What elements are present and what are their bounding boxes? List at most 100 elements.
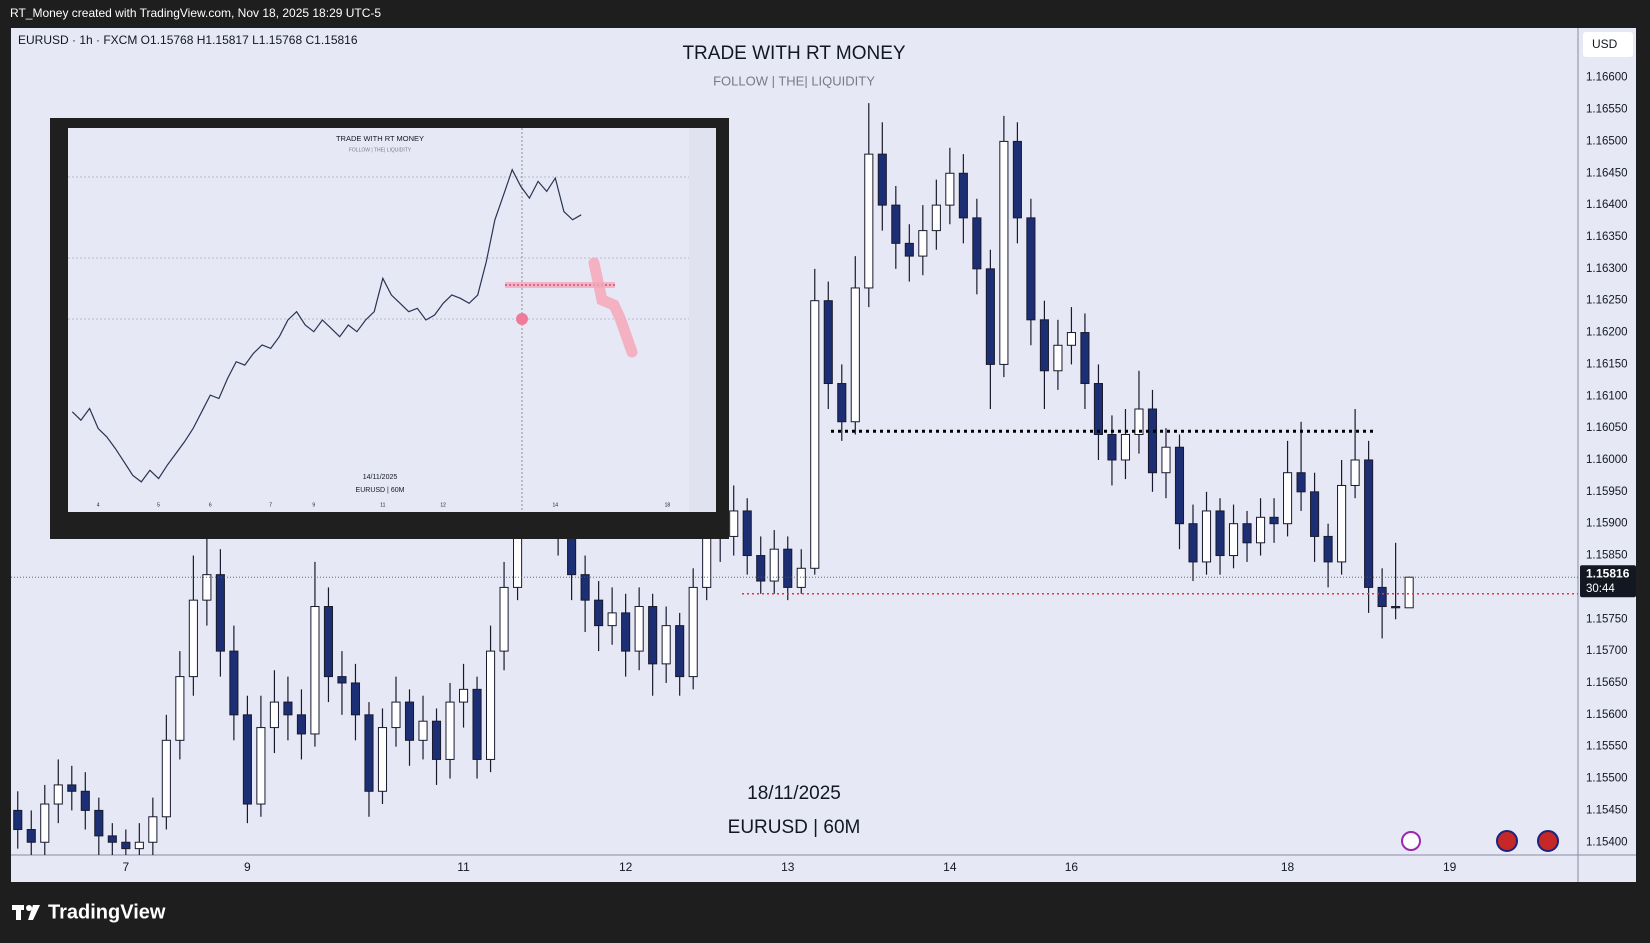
y-tick-label: 1.15950 — [1586, 486, 1628, 498]
y-tick-label: 1.15450 — [1586, 804, 1628, 816]
candle-body — [1283, 472, 1293, 525]
candle-body — [621, 612, 631, 652]
candle-body — [1364, 459, 1374, 588]
candle-body — [40, 803, 50, 843]
inset-line — [71, 168, 582, 483]
candle-body — [1377, 586, 1387, 608]
candle-body — [931, 204, 941, 232]
price-label-box — [1580, 565, 1636, 598]
candle-body — [810, 300, 820, 569]
candle-body — [13, 809, 23, 831]
y-tick-label: 1.16300 — [1586, 263, 1628, 275]
candle-body — [472, 688, 482, 760]
inset-x-tick-label: 6 — [209, 502, 212, 508]
candle-body — [1120, 433, 1131, 461]
candle-body — [823, 300, 833, 385]
candle-body — [80, 790, 90, 811]
candle-body — [1161, 446, 1171, 474]
candle-body — [661, 625, 671, 665]
brush — [588, 257, 638, 358]
y-tick-label: 1.15850 — [1586, 550, 1628, 562]
highlight — [505, 282, 615, 288]
candle-body — [67, 784, 77, 792]
candle-body — [783, 548, 793, 588]
inset-overlay: TRADE WITH RT MONEY FOLLOW | THE| LIQUID… — [336, 134, 638, 494]
y-tick-label: 1.15900 — [1586, 518, 1628, 530]
logo-part — [16, 905, 21, 920]
x-tick-label: 12 — [619, 860, 633, 874]
candle-body — [742, 510, 752, 557]
candle-body — [215, 574, 225, 652]
chart-subtitle: FOLLOW | THE| LIQUIDITY — [713, 73, 875, 88]
legend-text: EURUSD · 1h · FXCM O1.15768 H1.15817 L1.… — [18, 33, 358, 47]
candle-body — [1323, 535, 1333, 563]
candle-body — [229, 650, 239, 716]
candle-body — [729, 510, 739, 537]
status-icons — [1401, 830, 1559, 852]
candle-body — [1255, 516, 1266, 544]
inset-series — [71, 168, 582, 483]
candle-body — [269, 701, 279, 729]
candle-body — [242, 714, 252, 805]
candle-body — [837, 383, 847, 423]
x-tick-label: 16 — [1065, 860, 1079, 874]
candle-body — [1107, 433, 1117, 461]
candle-body — [1350, 459, 1360, 486]
candle-body — [904, 242, 914, 257]
icon[interactable] — [1401, 831, 1421, 851]
candle-body — [404, 701, 415, 741]
currency-button[interactable] — [1583, 32, 1633, 57]
candle-body — [418, 720, 428, 741]
candle-body — [769, 548, 779, 582]
icon[interactable] — [1537, 830, 1559, 852]
candle-body — [350, 682, 361, 716]
candle-body — [1404, 576, 1414, 609]
candle-body — [486, 650, 496, 760]
candle-body — [283, 701, 293, 716]
candle-body — [431, 720, 442, 760]
candle-body — [53, 784, 63, 805]
candle-body — [1242, 523, 1252, 544]
inset-x-tick-label: 11 — [380, 502, 385, 508]
y-tick-label: 1.16000 — [1586, 454, 1628, 466]
y-tick-label: 1.15600 — [1586, 709, 1628, 721]
inset-x-tick-label: 14 — [553, 502, 559, 508]
annotation: EURUSD | 60M — [728, 817, 861, 838]
candle-body — [445, 701, 455, 760]
candle-body — [134, 841, 144, 850]
y-tick-label: 1.16400 — [1586, 199, 1628, 211]
candle-body — [1026, 217, 1036, 321]
candle-body — [1391, 606, 1401, 609]
logo-part — [28, 905, 40, 920]
marker — [516, 313, 528, 325]
candle-body — [458, 688, 469, 703]
y-tick-label: 1.16500 — [1586, 135, 1628, 147]
x-tick-label: 14 — [943, 860, 957, 874]
candle-body — [1201, 510, 1212, 563]
candle-body — [1296, 472, 1306, 493]
logo-part — [26, 905, 32, 911]
inset-x-tick-label: 9 — [312, 502, 315, 508]
candle-body — [1080, 332, 1090, 385]
candle-body — [1039, 319, 1049, 372]
candle-body — [877, 153, 887, 206]
inset-plot — [68, 128, 689, 512]
x-tick-label: 18 — [1281, 860, 1295, 874]
candle-body — [94, 809, 104, 837]
candle-body — [594, 599, 604, 627]
candle-body — [850, 287, 860, 423]
candle-body — [391, 701, 401, 729]
candle-body — [1310, 491, 1320, 537]
candle-body — [999, 140, 1009, 365]
candle-body — [1066, 332, 1076, 346]
x-tick-label: 7 — [122, 860, 129, 874]
icon[interactable] — [1496, 830, 1518, 852]
inset-subtitle: FOLLOW | THE| LIQUIDITY — [349, 147, 412, 153]
currency[interactable]: USD — [1592, 37, 1618, 51]
y-tick-label: 1.15700 — [1586, 645, 1628, 657]
countdown: 30:44 — [1586, 583, 1615, 595]
y-tick-label: 1.15650 — [1586, 677, 1628, 689]
candle-body — [323, 606, 334, 678]
y-tick-label: 1.16050 — [1586, 422, 1628, 434]
